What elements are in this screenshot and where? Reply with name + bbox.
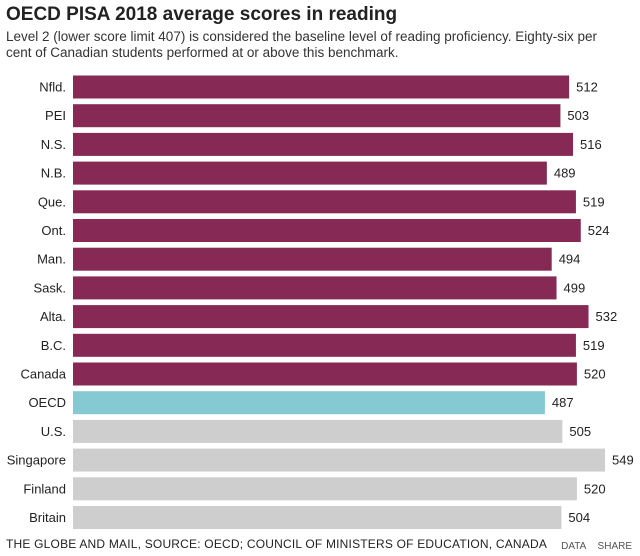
bar (73, 161, 547, 185)
bar (73, 75, 570, 99)
bar (73, 132, 574, 156)
footer-links: DATA SHARE (552, 541, 632, 552)
value-label: 499 (564, 280, 586, 295)
chart-subtitle: Level 2 (lower score limit 407) is consi… (6, 29, 598, 60)
category-label: Britain (29, 510, 66, 525)
value-label: 524 (588, 223, 610, 238)
category-label: N.B. (41, 166, 66, 181)
category-label: Ont. (41, 223, 66, 238)
category-label: PEI (45, 108, 66, 123)
value-label: 504 (568, 510, 590, 525)
category-label: Nfld. (39, 80, 66, 95)
bar (73, 419, 563, 443)
bar-chart: Nfld. 512 PEI 503 N.S. 516 N.B. 489 Que. 519 Ont. 5… (7, 75, 634, 529)
bar (73, 391, 545, 415)
bar (73, 362, 577, 386)
data-link[interactable]: DATA (561, 541, 586, 552)
category-label: N.S. (41, 137, 66, 152)
category-label: Canada (20, 367, 66, 382)
bar-row: N.S. 516 (41, 132, 602, 156)
bar-row: Britain 504 (29, 506, 590, 529)
bar-row: Singapore 549 (7, 448, 634, 472)
value-label: 519 (583, 194, 605, 209)
bar-row: Que. 519 (38, 190, 605, 214)
category-label: Que. (38, 194, 66, 209)
value-label: 487 (552, 395, 574, 410)
bar-row: U.S. 505 (41, 419, 591, 443)
bar-row: Sask. 499 (33, 276, 586, 300)
source-credit: THE GLOBE AND MAIL, SOURCE: OECD; COUNCI… (6, 537, 548, 551)
bar-row: Ont. 524 (41, 219, 609, 242)
bar (73, 448, 605, 472)
bar (73, 276, 557, 300)
value-label: 532 (596, 309, 618, 324)
bar-row: Alta. 532 (40, 305, 618, 329)
category-label: Finland (23, 481, 66, 496)
value-label: 549 (612, 453, 634, 468)
category-label: Singapore (7, 453, 66, 468)
chart-title: OECD PISA 2018 average scores in reading (6, 4, 398, 25)
bar (73, 333, 576, 357)
bar (73, 190, 576, 214)
category-label: OECD (28, 395, 66, 410)
bar-row: PEI 503 (45, 104, 589, 128)
value-label: 494 (559, 252, 581, 267)
value-label: 516 (580, 137, 602, 152)
bar-row: Finland 520 (23, 477, 606, 501)
bar-row: Canada 520 (20, 362, 606, 386)
share-link[interactable]: SHARE (597, 541, 632, 552)
bar (73, 506, 562, 529)
value-label: 520 (584, 367, 606, 382)
bar-row: Man. 494 (37, 247, 581, 271)
bar (73, 477, 577, 501)
bar (73, 247, 552, 271)
value-label: 489 (554, 166, 576, 181)
bar (73, 219, 581, 242)
category-label: B.C. (41, 338, 66, 353)
value-label: 520 (584, 481, 606, 496)
bar-row: N.B. 489 (41, 161, 576, 185)
value-label: 503 (567, 108, 589, 123)
bar-row: B.C. 519 (41, 333, 605, 357)
category-label: Sask. (33, 280, 66, 295)
bar (73, 305, 589, 329)
category-label: U.S. (41, 424, 66, 439)
value-label: 519 (583, 338, 605, 353)
bar-row: OECD 487 (28, 391, 574, 415)
value-label: 512 (576, 80, 598, 95)
bar (73, 104, 561, 128)
category-label: Man. (37, 252, 66, 267)
value-label: 505 (569, 424, 591, 439)
bar-row: Nfld. 512 (39, 75, 598, 99)
category-label: Alta. (40, 309, 66, 324)
